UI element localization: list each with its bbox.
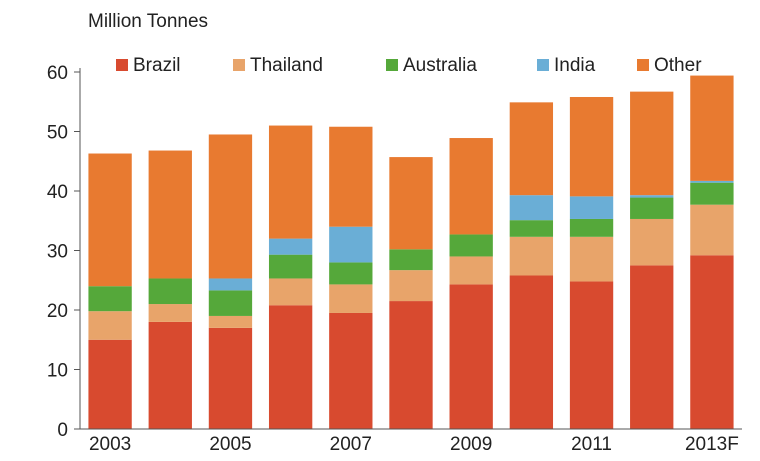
bars [88, 75, 734, 430]
bar-segment-other-2007 [329, 126, 373, 227]
bar-segment-australia-2010 [509, 220, 554, 237]
bar-segment-india-2010 [509, 195, 554, 221]
legend-label-brazil: Brazil [133, 55, 181, 76]
bar-segment-thailand-2007 [329, 284, 373, 313]
bar-segment-thailand-2003 [88, 311, 132, 340]
bar-segment-brazil-2005 [208, 327, 253, 429]
bar-segment-other-2003 [88, 153, 132, 287]
bar-segment-australia-2003 [88, 286, 132, 312]
bar-segment-australia-2004 [148, 278, 192, 305]
legend-label-australia: Australia [403, 55, 477, 76]
bar-segment-brazil-2009 [449, 284, 493, 429]
y-axis: 0 10 20 30 40 50 60 [47, 63, 81, 441]
y-tick-label: 40 [47, 182, 68, 203]
x-tick-label: 2005 [209, 434, 251, 455]
bar-segment-thailand-2008 [389, 270, 433, 302]
bar-segment-brazil-2010 [509, 275, 554, 429]
bar-segment-india-2007 [329, 226, 373, 263]
y-tick-label: 20 [47, 301, 68, 322]
bar-segment-other-2012 [630, 91, 674, 196]
bar-segment-australia-2007 [329, 262, 373, 285]
legend-swatch-brazil [116, 59, 128, 71]
bar-segment-brazil-2013f [690, 255, 734, 429]
bar-segment-thailand-2013f [690, 204, 734, 256]
bar-segment-brazil-2006 [268, 305, 313, 429]
bar-segment-india-2011 [569, 196, 614, 219]
bar-segment-australia-2012 [630, 197, 674, 219]
bar-segment-australia-2013f [690, 182, 734, 205]
y-tick-label: 60 [47, 63, 68, 84]
bar-segment-thailand-2012 [630, 218, 674, 266]
bar-segment-australia-2011 [569, 218, 614, 237]
legend-swatch-other [637, 59, 649, 71]
bar-segment-brazil-2007 [329, 312, 373, 429]
bar-segment-other-2006 [268, 125, 313, 239]
bar-segment-australia-2009 [449, 234, 493, 257]
y-tick-label: 0 [57, 420, 68, 441]
bar-segment-india-2005 [208, 278, 253, 291]
bar-segment-other-2010 [509, 102, 554, 196]
bar-segment-brazil-2012 [630, 265, 674, 430]
legend-label-other: Other [654, 55, 702, 76]
x-tick-label: 2003 [89, 434, 131, 455]
legend-swatch-thailand [233, 59, 245, 71]
x-axis: 2003 2005 2007 2009 2011 2013F [80, 428, 742, 455]
bar-segment-other-2011 [569, 96, 614, 197]
bar-segment-australia-2005 [208, 290, 253, 316]
bar-segment-india-2012 [630, 195, 674, 198]
legend-swatch-india [537, 59, 549, 71]
bar-segment-brazil-2004 [148, 321, 192, 429]
bar-segment-thailand-2005 [208, 315, 253, 328]
legend-label-india: India [554, 55, 596, 76]
bar-segment-brazil-2011 [569, 281, 614, 429]
bar-segment-india-2006 [268, 238, 313, 255]
bar-segment-thailand-2004 [148, 304, 192, 322]
x-tick-label: 2007 [330, 434, 372, 455]
chart-title: Million Tonnes [88, 11, 208, 32]
bar-segment-other-2004 [148, 150, 192, 279]
x-tick-label: 2013F [685, 434, 739, 455]
x-tick-label: 2009 [450, 434, 492, 455]
bar-segment-australia-2008 [389, 249, 433, 271]
bar-segment-other-2005 [208, 134, 253, 279]
bar-segment-brazil-2008 [389, 301, 433, 429]
bar-segment-other-2013f [690, 75, 734, 181]
bar-segment-thailand-2011 [569, 236, 614, 282]
bar-segment-thailand-2009 [449, 256, 493, 285]
bar-segment-thailand-2010 [509, 236, 554, 276]
x-tick-label: 2011 [571, 434, 612, 455]
y-tick-label: 30 [47, 242, 68, 263]
y-tick-label: 50 [47, 123, 68, 144]
bar-segment-thailand-2006 [268, 278, 313, 306]
legend-label-thailand: Thailand [250, 55, 323, 76]
bar-segment-australia-2006 [268, 254, 313, 279]
y-tick-label: 10 [47, 361, 68, 382]
legend: Brazil Thailand Australia India Other [116, 55, 702, 76]
bar-segment-other-2008 [389, 157, 433, 250]
bar-segment-india-2013f [690, 180, 734, 183]
bar-segment-other-2009 [449, 138, 493, 235]
bar-segment-brazil-2003 [88, 339, 132, 429]
legend-swatch-australia [386, 59, 398, 71]
